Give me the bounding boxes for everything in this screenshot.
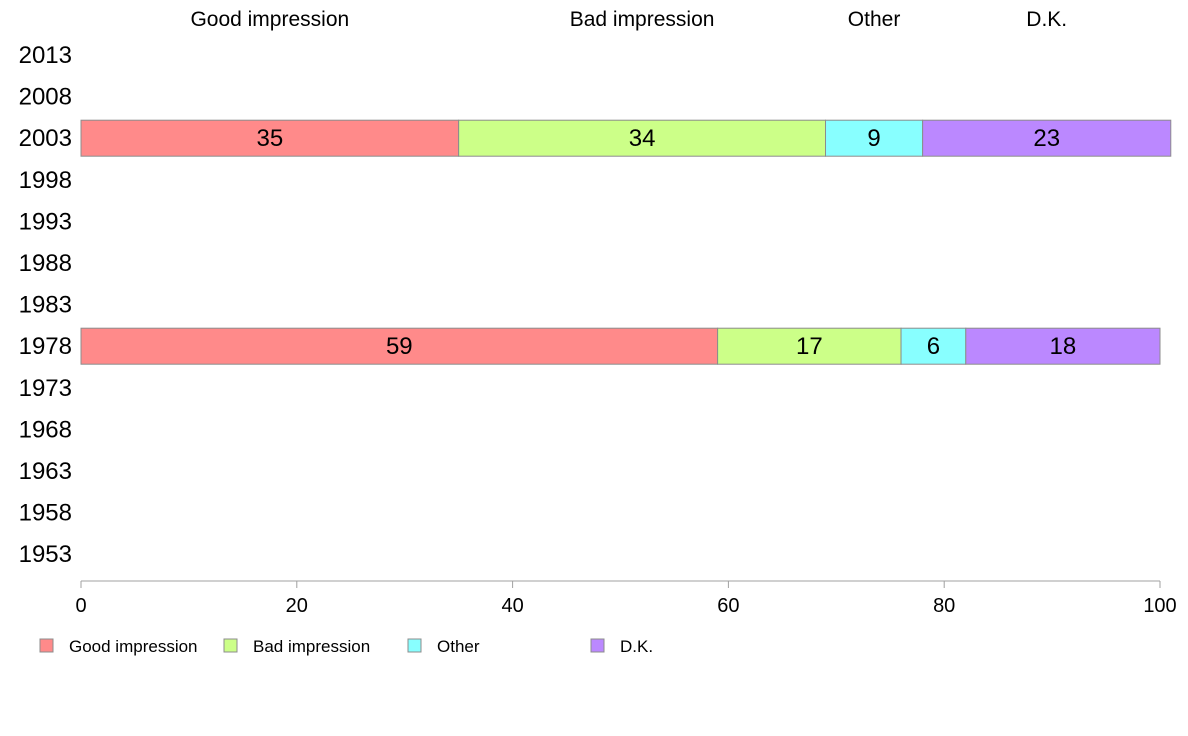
data-label: 18 [1050, 333, 1077, 360]
y-axis-labels: 2013 2008 2003 1998 1993 1988 1983 1978 1973 1968… [19, 42, 72, 568]
x-tick-label: 20 [286, 595, 308, 617]
bar-segment [717, 327, 902, 365]
y-tick-label: 1963 [19, 458, 72, 485]
data-label: 35 [256, 125, 283, 152]
bar-segment [965, 327, 1161, 365]
legend-label: Bad impression [253, 637, 370, 656]
x-tick-label: 60 [717, 595, 739, 617]
y-tick-label: 1993 [19, 208, 72, 235]
y-tick-label: 2008 [19, 84, 72, 111]
top-label: Good impression [190, 8, 349, 31]
y-tick-label: 1958 [19, 500, 72, 527]
legend-swatch [407, 638, 422, 653]
data-label: 59 [386, 333, 413, 360]
y-tick-label: 2013 [19, 42, 72, 69]
data-label: 34 [629, 125, 656, 152]
y-tick-label: 1953 [19, 541, 72, 568]
bar-segment [458, 119, 827, 157]
x-tick-label: 80 [933, 595, 955, 617]
y-tick-label: 1988 [19, 250, 72, 277]
data-label: 6 [927, 333, 940, 360]
legend-label: D.K. [620, 637, 653, 656]
legend-swatch [39, 638, 54, 653]
top-label: Other [848, 8, 901, 31]
y-tick-label: 1968 [19, 416, 72, 443]
bar-segment [922, 119, 1172, 157]
top-label: D.K. [1026, 8, 1067, 31]
legend-swatch [590, 638, 605, 653]
data-label: 17 [796, 333, 823, 360]
top-category-labels: Good impression Bad impression Other D.K. [190, 8, 1067, 31]
x-axis: 0 20 40 60 80 100 [75, 580, 1177, 617]
bar-segment [80, 119, 460, 157]
bar-segment [80, 327, 719, 365]
bars: 35 34 9 23 59 17 6 18 [80, 119, 1172, 365]
data-label: 9 [867, 125, 880, 152]
bar-segment [825, 119, 924, 157]
top-label: Bad impression [570, 8, 715, 31]
y-tick-label: 2003 [19, 125, 72, 152]
y-tick-label: 1983 [19, 292, 72, 319]
y-tick-label: 1978 [19, 333, 72, 360]
x-tick-label: 40 [501, 595, 523, 617]
data-label: 23 [1033, 125, 1060, 152]
legend: Good impression Bad impression Other D.K. [39, 637, 653, 656]
legend-label: Other [437, 637, 480, 656]
x-tick-label: 100 [1143, 595, 1176, 617]
x-tick-label: 0 [75, 595, 86, 617]
y-tick-label: 1998 [19, 167, 72, 194]
legend-swatch [223, 638, 238, 653]
legend-label: Good impression [69, 637, 198, 656]
y-tick-label: 1973 [19, 375, 72, 402]
